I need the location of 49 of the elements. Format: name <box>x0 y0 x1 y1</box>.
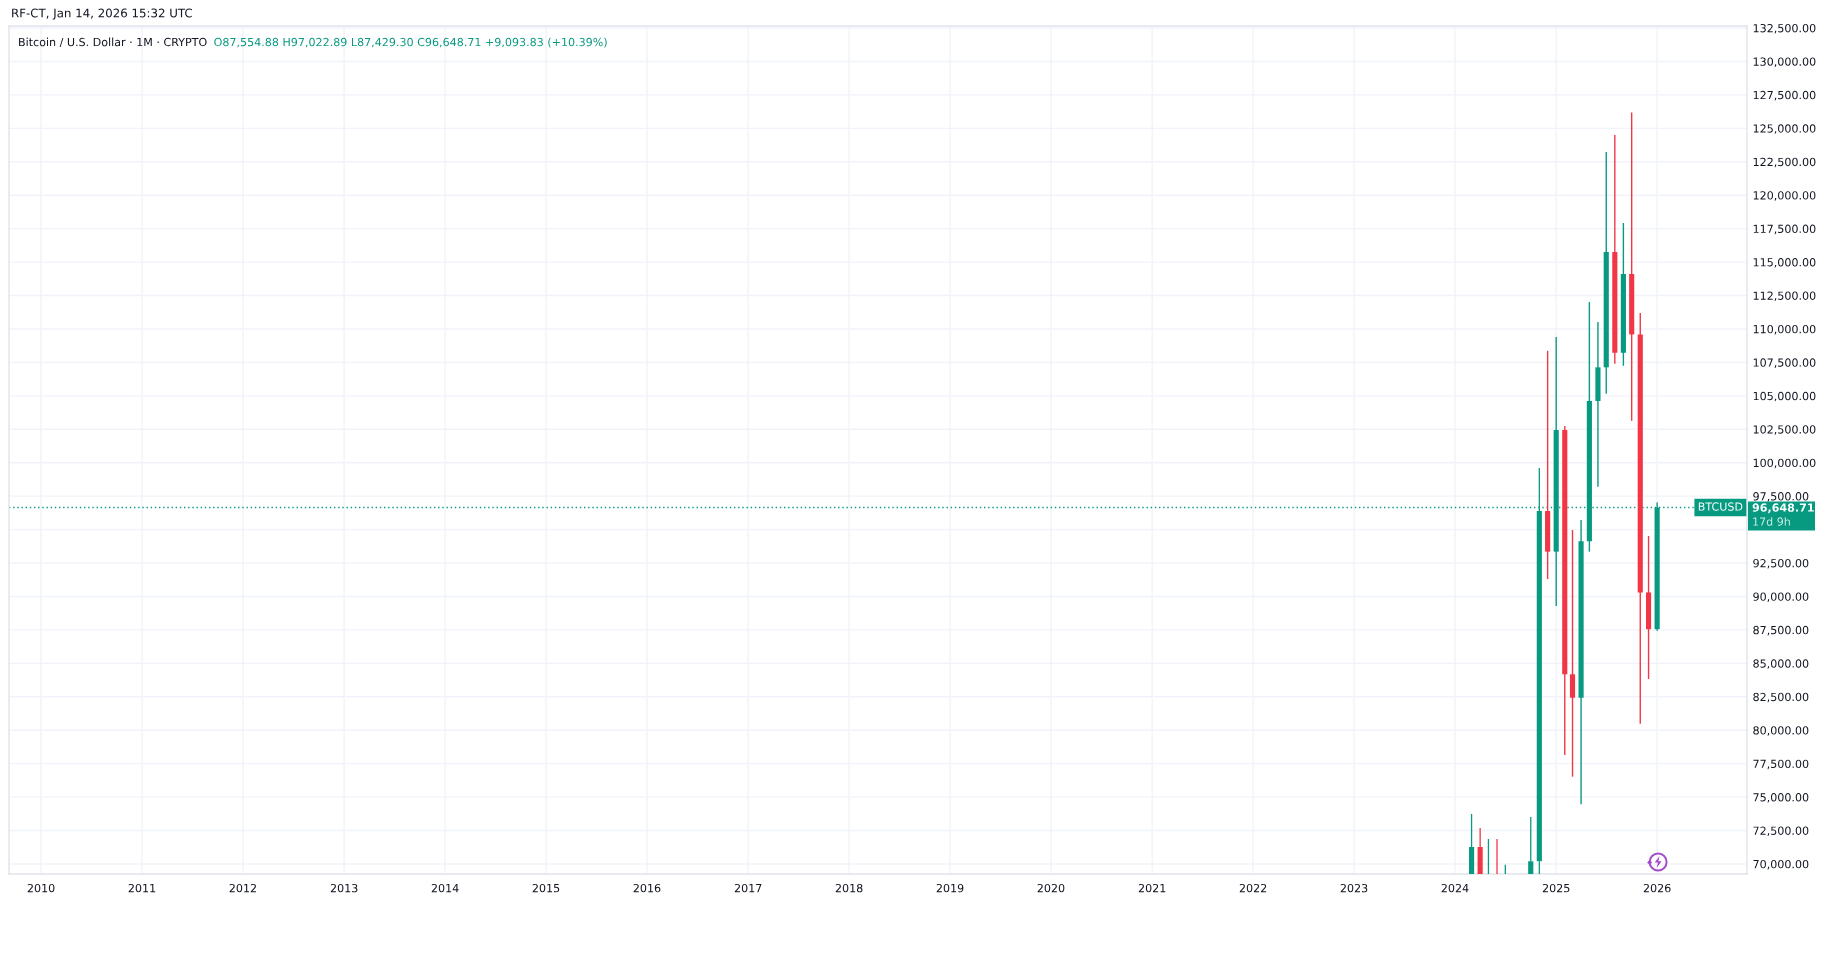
x-tick-label: 2021 <box>1138 883 1166 893</box>
x-tick-label: 2014 <box>431 883 459 893</box>
x-tick-label: 2018 <box>835 883 863 893</box>
x-tick-label: 2016 <box>633 883 661 893</box>
text: 17d 9h <box>1753 517 1790 526</box>
x-tick-label: 2019 <box>936 883 964 893</box>
y-tick-label: 120,000.00 <box>1753 191 1816 201</box>
y-tick-label: 72,500.00 <box>1753 826 1809 837</box>
y-tick-label: 127,500.00 <box>1753 90 1816 101</box>
y-tick-label: 70,000.00 <box>1753 859 1809 870</box>
x-tick-label: 2012 <box>229 883 256 893</box>
text: RF-CT, Jan 14, 2026 15:32 UTC <box>12 8 193 20</box>
y-tick-label: 92,500.00 <box>1753 559 1809 569</box>
y-tick-label: 132,500.00 <box>1753 23 1816 34</box>
y-tick-label: 117,500.00 <box>1753 224 1816 235</box>
y-tick-label: 87,500.00 <box>1753 625 1809 636</box>
x-tick-label: 2015 <box>532 883 560 893</box>
x-tick-label: 2023 <box>1340 883 1368 893</box>
text: O87,554.88 H97,022.89 L87,429.30 C96,648.71 +9,093.83 (+10.39%) <box>214 37 607 48</box>
y-tick-label: 110,000.00 <box>1753 324 1816 335</box>
text: 96,648.71 <box>1752 503 1814 514</box>
y-tick-label: 77,500.00 <box>1753 759 1809 770</box>
y-tick-label: 102,500.00 <box>1753 425 1816 435</box>
x-tick-label: 2024 <box>1441 883 1469 893</box>
y-tick-label: 82,500.00 <box>1753 692 1809 703</box>
x-tick-label: 2010 <box>27 883 55 893</box>
y-tick-label: 75,000.00 <box>1753 793 1809 803</box>
y-tick-label: 107,500.00 <box>1753 358 1816 368</box>
x-tick-label: 2020 <box>1037 883 1065 893</box>
y-tick-label: 97,500.00 <box>1753 492 1809 502</box>
y-tick-label: 112,500.00 <box>1753 291 1816 302</box>
x-tick-label: 2025 <box>1542 883 1570 893</box>
x-tick-label: 2011 <box>128 883 156 893</box>
x-tick-label: 2013 <box>330 883 358 893</box>
y-tick-label: 80,000.00 <box>1753 726 1809 736</box>
x-tick-label: 2026 <box>1643 883 1671 893</box>
x-tick-label: 2022 <box>1239 883 1267 893</box>
y-tick-label: 100,000.00 <box>1753 458 1816 469</box>
ref-line-label: BTCUSD <box>1698 502 1743 511</box>
y-tick-label: 85,000.00 <box>1753 659 1809 669</box>
x-tick-label: 2017 <box>734 883 762 893</box>
y-tick-label: 130,000.00 <box>1753 57 1816 67</box>
y-tick-label: 125,000.00 <box>1753 124 1816 134</box>
y-tick-label: 105,000.00 <box>1753 391 1816 402</box>
candlestick <box>1569 529 1576 778</box>
text: Bitcoin / U.S. Dollar · 1M · CRYPTO <box>19 37 207 48</box>
y-tick-label: 90,000.00 <box>1753 592 1809 602</box>
y-tick-label: 122,500.00 <box>1753 157 1816 168</box>
y-tick-label: 115,000.00 <box>1753 258 1816 268</box>
